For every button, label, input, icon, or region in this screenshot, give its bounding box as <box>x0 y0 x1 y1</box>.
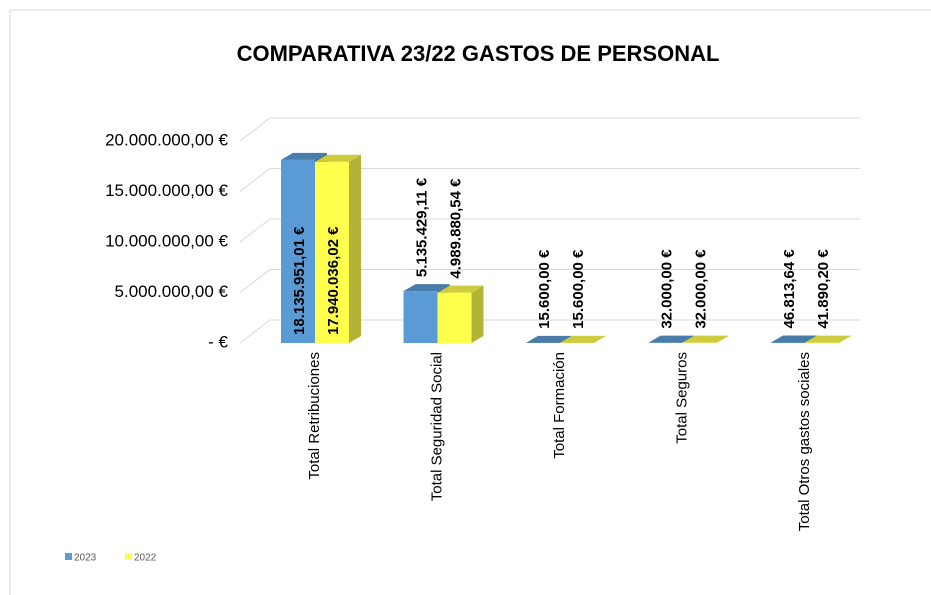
grid-line <box>239 117 860 142</box>
x-tick-label: Total Formación <box>551 352 568 459</box>
y-tick-label: 15.000.000,00 € <box>105 181 228 200</box>
bar <box>403 291 438 343</box>
y-tick-label: 20.000.000,00 € <box>105 130 228 149</box>
bar <box>315 161 349 343</box>
data-label: 32.000,00 € <box>658 249 675 329</box>
bar-side <box>471 285 484 343</box>
y-tick-label: - € <box>208 332 228 351</box>
legend-swatch <box>125 553 132 560</box>
bar-top <box>437 285 484 293</box>
chart-title: COMPARATIVA 23/22 GASTOS DE PERSONAL <box>237 41 720 66</box>
data-label: 15.600,00 € <box>570 249 587 329</box>
bar <box>437 292 472 343</box>
data-label: 17.940.036,02 € <box>325 226 342 335</box>
y-tick-label: 10.000.000,00 € <box>105 231 228 250</box>
bar-top <box>805 335 851 343</box>
bar-top <box>560 335 606 343</box>
bar-side <box>716 335 729 343</box>
frame <box>9 9 931 595</box>
bar-side <box>349 154 361 343</box>
x-tick-label: Total Seguros <box>673 352 690 444</box>
bar-top <box>771 335 817 343</box>
bar-top <box>403 284 450 292</box>
data-label: 18.135.951,01 € <box>291 226 308 335</box>
grid-line <box>239 168 860 192</box>
data-label: 46.813,64 € <box>781 249 798 329</box>
bar-side <box>594 335 606 343</box>
legend-label: 2023 <box>74 553 97 564</box>
data-label: 5.135.429,11 € <box>413 177 430 277</box>
x-tick-label: Total Otros gastos sociales <box>796 352 813 531</box>
grid-line <box>239 269 860 293</box>
data-label: 15.600,00 € <box>536 249 553 329</box>
bar-top <box>281 152 327 160</box>
bar-top <box>526 335 572 343</box>
bar-top <box>682 335 729 343</box>
data-label: 32.000,00 € <box>692 249 709 329</box>
data-label: 4.989.880,54 € <box>447 178 464 279</box>
bar-top <box>648 335 695 343</box>
x-tick-label: Total Retribuciones <box>306 352 323 480</box>
grid-line <box>239 319 860 344</box>
bar <box>281 159 315 343</box>
grid-line <box>239 218 860 243</box>
y-tick-label: 5.000.000,00 € <box>115 282 229 301</box>
data-label: 41.890,20 € <box>815 249 832 329</box>
bar-top <box>315 154 361 162</box>
legend-swatch <box>65 553 72 560</box>
x-tick-label: Total Seguridad Social <box>428 352 445 501</box>
bar-side <box>839 335 851 343</box>
legend-label: 2022 <box>134 553 157 564</box>
